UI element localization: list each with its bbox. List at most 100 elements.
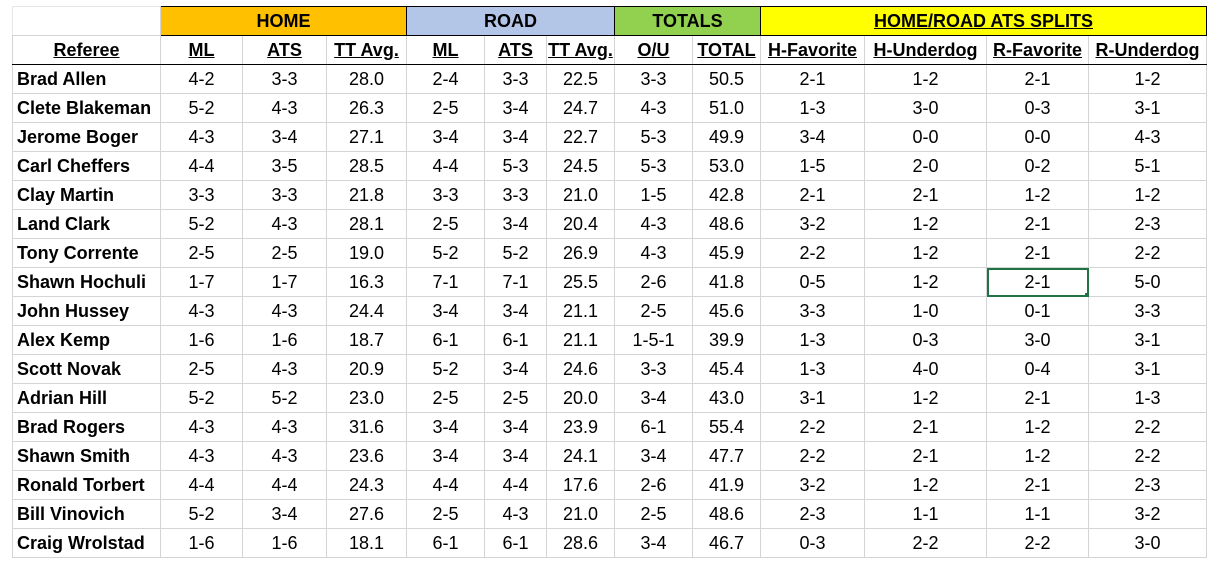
data-cell[interactable]: 2-1 — [864, 180, 987, 210]
data-cell[interactable]: 3-4 — [406, 296, 485, 326]
data-cell[interactable]: 3-3 — [242, 180, 327, 210]
data-cell[interactable]: 2-1 — [760, 64, 865, 94]
data-cell[interactable]: 26.9 — [546, 238, 615, 268]
data-cell[interactable]: 39.9 — [692, 325, 761, 355]
data-cell[interactable]: 1-2 — [986, 412, 1089, 442]
data-cell[interactable]: 48.6 — [692, 499, 761, 529]
data-cell[interactable]: 1-1 — [864, 499, 987, 529]
data-cell[interactable]: 1-5 — [614, 180, 693, 210]
data-cell[interactable]: 5-2 — [160, 499, 243, 529]
data-cell[interactable]: 3-3 — [406, 180, 485, 210]
referee-name-cell[interactable]: John Hussey — [12, 296, 161, 326]
col-header-home-tt-avg[interactable]: TT Avg. — [326, 35, 407, 65]
data-cell[interactable]: 21.8 — [326, 180, 407, 210]
col-header-home-ats[interactable]: ATS — [242, 35, 327, 65]
data-cell[interactable]: 4-3 — [160, 412, 243, 442]
data-cell[interactable]: 23.9 — [546, 412, 615, 442]
data-cell[interactable]: 5-2 — [160, 383, 243, 413]
data-cell[interactable]: 1-6 — [242, 325, 327, 355]
data-cell[interactable]: 1-2 — [986, 441, 1089, 471]
data-cell[interactable]: 2-1 — [986, 64, 1089, 94]
referee-name-cell[interactable]: Bill Vinovich — [12, 499, 161, 529]
data-cell[interactable]: 1-3 — [760, 354, 865, 384]
data-cell[interactable]: 3-4 — [484, 296, 547, 326]
data-cell[interactable]: 1-2 — [864, 470, 987, 500]
data-cell[interactable]: 3-3 — [760, 296, 865, 326]
data-cell[interactable]: 5-0 — [1088, 267, 1207, 297]
data-cell[interactable]: 24.6 — [546, 354, 615, 384]
data-cell[interactable]: 28.5 — [326, 151, 407, 181]
data-cell[interactable]: 5-2 — [160, 93, 243, 123]
data-cell[interactable]: 3-4 — [406, 412, 485, 442]
data-cell[interactable]: 2-5 — [160, 238, 243, 268]
data-cell[interactable]: 2-1 — [986, 383, 1089, 413]
data-cell[interactable]: 45.4 — [692, 354, 761, 384]
data-cell[interactable]: 26.3 — [326, 93, 407, 123]
data-cell[interactable]: 1-3 — [760, 93, 865, 123]
referee-name-cell[interactable]: Clay Martin — [12, 180, 161, 210]
data-cell[interactable]: 3-4 — [242, 122, 327, 152]
col-header-road-ml[interactable]: ML — [406, 35, 485, 65]
referee-name-cell[interactable]: Adrian Hill — [12, 383, 161, 413]
data-cell[interactable]: 50.5 — [692, 64, 761, 94]
data-cell[interactable]: 23.0 — [326, 383, 407, 413]
data-cell[interactable]: 0-5 — [760, 267, 865, 297]
data-cell[interactable]: 3-0 — [864, 93, 987, 123]
data-cell[interactable]: 28.6 — [546, 528, 615, 558]
data-cell[interactable]: 0-4 — [986, 354, 1089, 384]
data-cell[interactable]: 20.0 — [546, 383, 615, 413]
data-cell[interactable]: 6-1 — [484, 325, 547, 355]
data-cell[interactable]: 3-4 — [406, 441, 485, 471]
data-cell[interactable]: 4-4 — [160, 470, 243, 500]
data-cell[interactable]: 0-3 — [986, 93, 1089, 123]
referee-name-cell[interactable]: Tony Corrente — [12, 238, 161, 268]
data-cell[interactable]: 3-4 — [760, 122, 865, 152]
data-cell[interactable]: 3-3 — [484, 64, 547, 94]
data-cell[interactable]: 0-0 — [986, 122, 1089, 152]
data-cell[interactable]: 3-3 — [614, 354, 693, 384]
data-cell[interactable]: 2-2 — [760, 441, 865, 471]
data-cell[interactable]: 18.1 — [326, 528, 407, 558]
selected-cell[interactable]: 2-1 — [986, 267, 1089, 297]
data-cell[interactable]: 47.7 — [692, 441, 761, 471]
data-cell[interactable]: 19.0 — [326, 238, 407, 268]
data-cell[interactable]: 45.6 — [692, 296, 761, 326]
group-totals[interactable]: TOTALS — [614, 6, 761, 36]
blank-cell[interactable] — [12, 6, 161, 36]
data-cell[interactable]: 3-3 — [614, 64, 693, 94]
data-cell[interactable]: 1-2 — [864, 383, 987, 413]
referee-name-cell[interactable]: Carl Cheffers — [12, 151, 161, 181]
data-cell[interactable]: 3-3 — [160, 180, 243, 210]
data-cell[interactable]: 0-0 — [864, 122, 987, 152]
data-cell[interactable]: 2-6 — [614, 470, 693, 500]
data-cell[interactable]: 4-3 — [160, 441, 243, 471]
data-cell[interactable]: 28.0 — [326, 64, 407, 94]
referee-name-cell[interactable]: Jerome Boger — [12, 122, 161, 152]
data-cell[interactable]: 3-4 — [406, 122, 485, 152]
data-cell[interactable]: 41.9 — [692, 470, 761, 500]
data-cell[interactable]: 4-4 — [242, 470, 327, 500]
data-cell[interactable]: 21.1 — [546, 296, 615, 326]
data-cell[interactable]: 2-5 — [614, 499, 693, 529]
data-cell[interactable]: 1-2 — [864, 209, 987, 239]
col-header-h-underdog[interactable]: H-Underdog — [864, 35, 987, 65]
data-cell[interactable]: 48.6 — [692, 209, 761, 239]
data-cell[interactable]: 6-1 — [406, 528, 485, 558]
data-cell[interactable]: 0-2 — [986, 151, 1089, 181]
data-cell[interactable]: 2-5 — [406, 383, 485, 413]
data-cell[interactable]: 0-3 — [864, 325, 987, 355]
data-cell[interactable]: 43.0 — [692, 383, 761, 413]
data-cell[interactable]: 2-5 — [484, 383, 547, 413]
data-cell[interactable]: 5-3 — [614, 151, 693, 181]
data-cell[interactable]: 1-2 — [864, 267, 987, 297]
data-cell[interactable]: 24.4 — [326, 296, 407, 326]
data-cell[interactable]: 2-1 — [986, 209, 1089, 239]
data-cell[interactable]: 2-2 — [760, 238, 865, 268]
data-cell[interactable]: 1-1 — [986, 499, 1089, 529]
data-cell[interactable]: 5-2 — [406, 354, 485, 384]
data-cell[interactable]: 23.6 — [326, 441, 407, 471]
referee-name-cell[interactable]: Ronald Torbert — [12, 470, 161, 500]
data-cell[interactable]: 2-5 — [406, 93, 485, 123]
data-cell[interactable]: 24.3 — [326, 470, 407, 500]
data-cell[interactable]: 1-3 — [1088, 383, 1207, 413]
